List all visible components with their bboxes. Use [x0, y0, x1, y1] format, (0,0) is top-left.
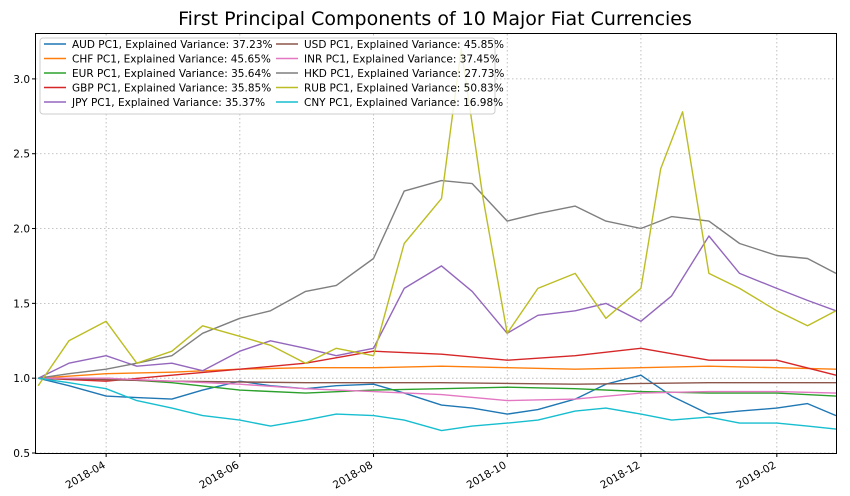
y-tick-label: 1.5: [13, 298, 30, 310]
x-tick-label: 2018-06: [197, 459, 241, 491]
series-line-4: [37, 235, 837, 379]
x-tick-label: 2018-08: [331, 459, 375, 491]
series-line-2: [38, 377, 837, 397]
series-line-0: [38, 374, 837, 417]
legend-box: [39, 37, 496, 115]
legend-label: USD PC1, Explained Variance: 45.85%: [304, 39, 504, 51]
y-tick-label: 0.5: [13, 448, 30, 460]
y-axis: 0.5 1.0 1.5 2.0 2.5 3.0: [13, 74, 36, 460]
x-tick-label: 2018-10: [465, 459, 509, 491]
y-tick-label: 1.0: [13, 373, 30, 385]
legend: AUD PC1, Explained Variance: 37.23% CHF P…: [39, 37, 504, 115]
legend-label: EUR PC1, Explained Variance: 35.64%: [72, 68, 271, 80]
chart-title: First Principal Components of 10 Major F…: [178, 8, 692, 30]
series-line-7: [38, 179, 837, 379]
x-tick-label: 2018-04: [64, 459, 108, 491]
y-tick-label: 2.0: [13, 224, 30, 236]
legend-label: CNY PC1, Explained Variance: 16.98%: [304, 97, 503, 109]
legend-label: RUB PC1, Explained Variance: 50.83%: [304, 83, 504, 95]
series-line-9: [38, 377, 837, 432]
x-tick-label: 2018-12: [598, 459, 642, 491]
legend-label: INR PC1, Explained Variance: 37.45%: [304, 54, 500, 66]
series-line-1: [38, 365, 837, 379]
legend-label: CHF PC1, Explained Variance: 45.65%: [72, 54, 271, 66]
x-tick-label: 2019-02: [734, 459, 778, 491]
y-tick-label: 2.5: [13, 149, 30, 161]
legend-label: AUD PC1, Explained Variance: 37.23%: [72, 39, 273, 51]
legend-label: JPY PC1, Explained Variance: 35.37%: [71, 97, 265, 109]
legend-label: HKD PC1, Explained Variance: 27.73%: [304, 68, 504, 80]
series-line-3: [38, 347, 837, 382]
y-tick-label: 3.0: [13, 74, 30, 86]
series-line-6: [38, 377, 837, 402]
legend-label: GBP PC1, Explained Variance: 35.85%: [72, 83, 271, 95]
x-axis: 2018-04 2018-06 2018-08 2018-10 2018-12 2019-…: [64, 453, 778, 492]
grid: [36, 34, 836, 454]
plot-frame: [35, 33, 837, 454]
